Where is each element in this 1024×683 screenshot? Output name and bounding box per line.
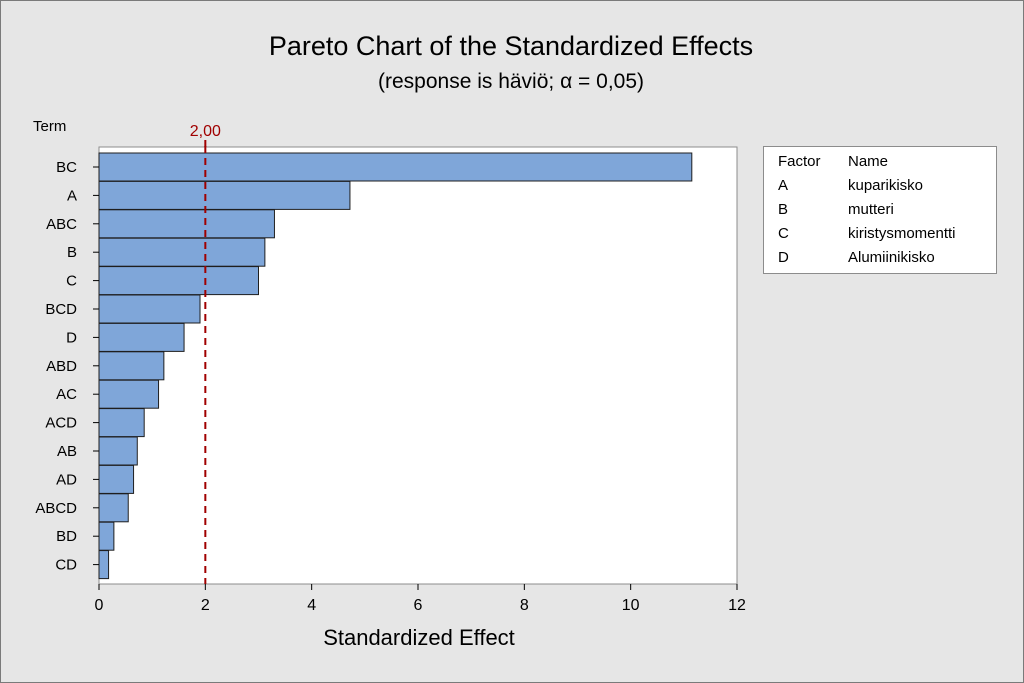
legend-factor-name: kuparikisko: [848, 177, 924, 194]
y-tick-label: CD: [55, 557, 77, 574]
x-tick-label: 4: [307, 597, 316, 614]
y-tick-label: AD: [56, 471, 77, 488]
y-tick-label: ACD: [45, 415, 77, 432]
y-tick-label: ABCD: [35, 500, 77, 517]
y-tick-label: B: [67, 244, 77, 261]
y-tick-label: C: [66, 273, 77, 290]
reference-line-label: 2,00: [190, 123, 221, 140]
x-tick-label: 8: [520, 597, 529, 614]
x-tick-label: 10: [622, 597, 640, 614]
y-tick-label: BD: [56, 528, 77, 545]
y-tick-label: AC: [56, 386, 77, 403]
legend-row: D Alumiinikisko: [764, 249, 996, 273]
legend-factor: C: [778, 225, 789, 242]
chart-subtitle: (response is häviö; α = 0,05): [378, 70, 644, 93]
y-tick-labels: BC A ABC BC BCD D ABD AC ACD AB AD ABCD BD CD: [35, 159, 99, 574]
legend-factor-name: mutteri: [848, 201, 894, 218]
x-tick-label: 12: [728, 597, 746, 614]
y-axis-title: Term: [33, 118, 66, 135]
x-axis-ticks: 0 2 4 6 8 10 12: [95, 584, 746, 614]
bar-BC: [98, 152, 693, 182]
bar-D: [98, 322, 185, 352]
chart-title: Pareto Chart of the Standardized Effects: [269, 31, 753, 61]
x-tick-label: 0: [95, 597, 104, 614]
y-tick-label: ABC: [46, 216, 77, 233]
bar-ACD: [98, 408, 145, 438]
y-tick-label: ABD: [46, 358, 77, 375]
legend-header: Factor Name: [764, 153, 996, 177]
legend-header-name: Name: [848, 153, 889, 170]
bar-AB: [98, 436, 138, 466]
y-tick-label: BC: [56, 159, 77, 176]
x-tick-label: 6: [414, 597, 423, 614]
factor-legend: Factor Name A kuparikisko B mutteri C ki…: [763, 146, 997, 274]
legend-factor-name: kiristysmomentti: [848, 225, 956, 242]
bar-ABC: [98, 209, 275, 239]
bar-ABD: [98, 351, 165, 381]
y-tick-label: A: [67, 187, 77, 204]
y-tick-label: D: [66, 329, 77, 346]
x-tick-label: 2: [201, 597, 210, 614]
bar-BCD: [98, 294, 201, 324]
legend-factor: A: [778, 177, 789, 194]
bars-group: [98, 152, 693, 580]
legend-row: C kiristysmomentti: [764, 225, 996, 249]
x-axis-title: Standardized Effect: [323, 625, 515, 650]
bar-AD: [98, 464, 135, 494]
legend-factor: B: [778, 201, 789, 218]
legend-factor: D: [778, 249, 789, 266]
y-tick-label: AB: [57, 443, 77, 460]
bar-BD: [98, 521, 115, 551]
bar-ABCD: [98, 493, 129, 523]
bar-B: [98, 237, 266, 267]
bar-A: [98, 180, 351, 210]
bar-CD: [98, 550, 110, 580]
bar-C: [98, 266, 259, 296]
bar-AC: [98, 379, 160, 409]
legend-header-factor: Factor: [778, 153, 821, 170]
legend-factor-name: Alumiinikisko: [848, 249, 935, 266]
legend-row: B mutteri: [764, 201, 996, 225]
legend-row: A kuparikisko: [764, 177, 996, 201]
y-tick-label: BCD: [45, 301, 77, 318]
